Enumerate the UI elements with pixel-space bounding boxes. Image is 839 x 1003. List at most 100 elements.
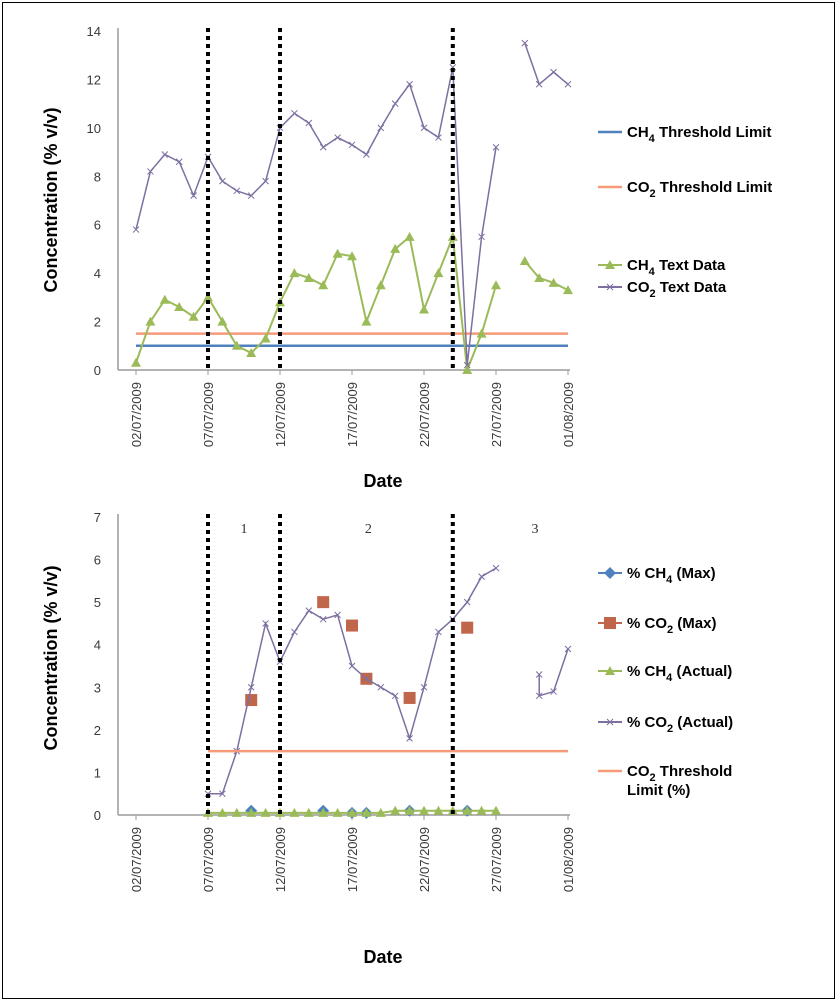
- data-point: [461, 621, 474, 634]
- data-point: [476, 328, 487, 338]
- x-tick-label: 02/07/2009: [129, 382, 144, 447]
- data-point: [231, 807, 242, 817]
- data-point: [420, 683, 428, 691]
- data-point: [491, 280, 501, 290]
- legend-marker: [606, 718, 614, 726]
- data-point: [346, 619, 358, 632]
- data-point: [246, 807, 257, 817]
- y-tick-label: 14: [87, 24, 101, 39]
- data-point: [260, 807, 271, 817]
- y-tick-label: 8: [94, 169, 101, 184]
- series-line: [135, 67, 497, 366]
- y-tick-label: 7: [94, 510, 101, 525]
- data-point: [246, 348, 257, 358]
- x-tick-label: 07/07/2009: [201, 827, 216, 892]
- chart-1: 0 2 4 6 8 10 12 14 02/07/2009 07/07/2009 12/07/200…: [41, 24, 772, 491]
- data-point: [303, 807, 314, 817]
- x-axis-title: Date: [363, 471, 402, 491]
- data-point: [563, 285, 573, 295]
- data-point: [420, 124, 428, 132]
- data-point: [519, 256, 530, 266]
- legend-label: % CH4 (Max): [627, 565, 716, 586]
- legend-label: CO2 Text Data: [627, 279, 727, 300]
- data-point: [476, 805, 487, 815]
- data-point: [363, 675, 370, 683]
- data-point: [289, 807, 300, 817]
- data-point: [348, 141, 356, 149]
- data-point: [535, 80, 543, 88]
- y-axis-title: Concentration (% v/v): [41, 107, 61, 292]
- data-point: [377, 683, 385, 691]
- legend-marker: [606, 283, 614, 291]
- x-tick-label: 12/07/2009: [273, 382, 288, 447]
- data-point: [361, 807, 372, 817]
- data-point: [262, 177, 269, 185]
- y-tick-label: 4: [94, 638, 101, 653]
- data-point: [291, 628, 298, 636]
- data-point: [492, 564, 500, 572]
- y-tick-label: 6: [94, 553, 101, 568]
- x-tick-label: 12/07/2009: [273, 827, 288, 892]
- y-tick-label: 10: [87, 121, 101, 136]
- data-point: [419, 805, 429, 815]
- data-point: [318, 280, 329, 290]
- legend-marker: [605, 666, 615, 675]
- legend-marker: [604, 567, 616, 579]
- y-tick-label: 1: [94, 765, 101, 780]
- x-tick-label: 27/07/2009: [489, 382, 504, 447]
- x-tick-label: 01/08/2009: [561, 382, 576, 447]
- series-line: [208, 567, 497, 795]
- y-tick-label: 6: [94, 218, 101, 233]
- data-point: [190, 192, 197, 200]
- data-point: [534, 272, 545, 282]
- data-point: [188, 311, 199, 321]
- period-label: 2: [365, 522, 372, 537]
- period-label: 3: [532, 522, 539, 537]
- data-point: [377, 124, 385, 132]
- data-point: [348, 662, 356, 670]
- data-point: [462, 805, 473, 815]
- data-point: [175, 158, 183, 166]
- data-point: [318, 807, 329, 817]
- data-point: [403, 691, 416, 704]
- data-point: [305, 119, 313, 127]
- legend-marker: [605, 260, 615, 269]
- data-point: [260, 333, 271, 343]
- x-tick-label: 01/08/2009: [561, 827, 576, 892]
- data-point: [550, 688, 557, 695]
- legend-label: % CH4 (Actual): [627, 663, 732, 684]
- data-point: [548, 277, 559, 287]
- data-point: [319, 615, 327, 623]
- data-point: [132, 226, 140, 233]
- legend-label: % CO2 (Actual): [627, 714, 733, 735]
- data-point: [303, 272, 314, 282]
- data-point: [406, 80, 413, 88]
- y-tick-label: 2: [94, 315, 101, 330]
- y-tick-label: 12: [87, 72, 101, 87]
- x-tick-label: 02/07/2009: [129, 827, 144, 892]
- chart-2: 0 1 2 3 4 5 6 7 02/07/2009 07/07/2009 12/07/2009 17…: [41, 510, 733, 967]
- data-point: [390, 805, 401, 815]
- series-3: [131, 231, 573, 374]
- data-point: [317, 596, 330, 609]
- data-point: [334, 611, 341, 619]
- data-point: [347, 807, 357, 817]
- y-axis-title: Concentration (% v/v): [41, 565, 61, 750]
- data-point: [535, 692, 543, 700]
- data-point: [463, 361, 471, 369]
- x-tick-label: 17/07/2009: [345, 382, 360, 447]
- data-point: [305, 607, 313, 615]
- data-point: [363, 151, 370, 158]
- data-point: [291, 109, 298, 117]
- data-point: [492, 143, 500, 151]
- legend-label: CH4 Text Data: [627, 257, 726, 278]
- data-point: [404, 805, 415, 815]
- legend-label: CH4 Threshold Limit: [627, 124, 771, 145]
- data-point: [375, 280, 386, 290]
- series-4: [132, 39, 572, 369]
- data-point: [334, 134, 341, 141]
- data-point: [433, 805, 444, 815]
- data-point: [391, 692, 399, 700]
- data-point: [478, 233, 485, 241]
- data-point: [521, 39, 529, 47]
